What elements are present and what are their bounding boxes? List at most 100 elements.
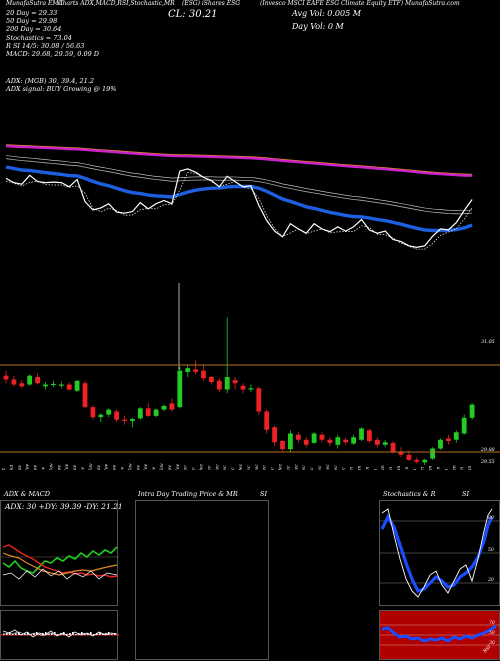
candle-body: [438, 439, 443, 449]
stochastic-panel: 80 50 20: [379, 500, 500, 606]
candle-body: [406, 454, 412, 460]
macd-hist-bar: [45, 632, 47, 635]
date-tick-label: 25 Wed Jan: [467, 466, 473, 470]
macd-hist-bar: [51, 633, 53, 635]
date-tick-label: 10 Tue Jan: [388, 467, 394, 470]
date-tick-label: 23 Wed Nov: [143, 463, 149, 470]
candle-body: [201, 370, 206, 379]
candle-body: [11, 379, 17, 385]
date-tick-label: 04 Wed Jan: [357, 466, 363, 470]
candle-body: [122, 419, 127, 421]
date-tick-label: 09 Wed Nov: [64, 463, 70, 470]
ema-200-day: 200 Day = 30.64: [6, 25, 62, 34]
candle-body: [177, 370, 183, 408]
date-axis: 30 Fri Oct31 Mon Oct01 Tue Nov02 Wed Nov…: [1, 463, 473, 470]
date-tick-label: 31 Mon Oct: [9, 464, 15, 470]
date-tick-label: 09 Mon Jan: [380, 465, 386, 470]
intraday-panel: [135, 500, 269, 660]
date-tick-label: 07 Wed Dec: [214, 464, 220, 470]
stochastics-value: Stochastics = 73.04: [6, 33, 72, 42]
date-tick-label: 21 Mon Nov: [127, 463, 133, 470]
ema-50-upper-line: [5, 155, 473, 212]
date-tick-label: 30 Fri Oct: [1, 468, 7, 470]
header-indicators-label: SI,Stochastic,MR: [122, 0, 175, 7]
candle-body: [343, 439, 349, 443]
macd-hist-bar: [90, 632, 92, 635]
candle-body: [3, 375, 9, 380]
header-ticker-label: (ESG) iShares ESG: [182, 0, 241, 7]
main-price-chart: 31.05 29.88 29.55 30 Fri Oct31 Mon Oct01…: [0, 144, 500, 470]
rsi-tick-30: 30: [489, 640, 495, 646]
date-tick-label: 30 Fri Dec: [341, 467, 347, 470]
date-tick-label: 01 Thu Dec: [183, 465, 189, 470]
rsi-label: RSI: [481, 644, 492, 655]
date-tick-label: 15 Thu Dec: [262, 465, 268, 470]
ema-magenta-line: [5, 144, 473, 177]
candle-body: [58, 384, 64, 386]
adx-panel-values: ADX: 30 +DY: 39.39 -DY: 21.21: [5, 502, 123, 511]
macd-hist-bar: [15, 633, 17, 635]
macd-hist-bar: [69, 633, 71, 635]
candle-body: [193, 369, 198, 372]
date-tick-label: 14 Mon Nov: [88, 463, 94, 470]
candle-body: [374, 439, 380, 445]
candle-body: [335, 437, 341, 445]
candle-body: [145, 408, 151, 416]
candles-group: [3, 317, 475, 465]
date-tick-label: 30 Wed Nov: [175, 463, 181, 470]
candle-body: [461, 417, 467, 434]
date-tick-label: 12 Mon Dec: [238, 463, 244, 470]
candle-body: [114, 411, 119, 420]
adx-white-line: [2, 568, 118, 580]
candle-body: [224, 376, 230, 390]
candle-body: [19, 383, 25, 387]
candle-body: [398, 452, 404, 455]
macd-hist-bar: [102, 634, 104, 635]
candle-body: [106, 409, 112, 415]
macd-hist-bar: [99, 632, 101, 635]
stoch-tick-50: 50: [488, 547, 494, 553]
date-tick-label: 24 Tue Jan: [459, 467, 465, 470]
macd-hist-bar: [12, 634, 14, 635]
macd-panel: [0, 610, 119, 660]
candle-body: [35, 376, 40, 384]
adx-panel-title: ADX & MACD: [4, 490, 50, 498]
candle-body: [130, 419, 135, 421]
candle-body: [311, 433, 317, 443]
day-volume: Day Vol: 0 M: [292, 22, 344, 31]
candle-body: [382, 442, 388, 445]
signal-dotted-line: [5, 172, 473, 250]
candle-body: [280, 441, 285, 450]
adx-plus-di-line: [2, 546, 118, 574]
candle-body: [446, 438, 451, 442]
candle-body: [185, 368, 191, 372]
date-tick-label: 02 Wed Nov: [25, 463, 31, 470]
candle-body: [430, 448, 435, 459]
date-tick-label: 23 Mon Jan: [451, 465, 457, 470]
candle-body: [303, 439, 309, 445]
candle-body: [137, 408, 143, 419]
candle-body: [295, 434, 301, 440]
candle-body: [351, 437, 356, 444]
ema-info-block: 20 Day = 29.33 50 Day = 29.98 200 Day = …: [6, 9, 99, 58]
candle-body: [414, 459, 420, 462]
date-tick-label: 18 Wed Jan: [428, 466, 434, 470]
header-charts-label: Charts ADX,MACD,R: [58, 0, 122, 7]
ema-50-line: [5, 158, 473, 215]
date-tick-label: 16 Fri Dec: [270, 467, 276, 470]
candle-body: [232, 380, 238, 384]
macd-value: MACD: 29.68, 29.59, 0.09 D: [6, 50, 100, 59]
close-price: CL: 30.21: [168, 9, 218, 20]
stoch-panel-title: Stochastics & R: [383, 490, 436, 498]
date-tick-label: 09 Fri Dec: [230, 467, 236, 470]
candle-body: [66, 384, 72, 390]
date-tick-label: 03 Tue Jan: [349, 467, 355, 470]
rsi-value: R SI 14/5: 30.08 / 56.63: [6, 41, 85, 50]
macd-hist-bar: [9, 632, 11, 635]
date-tick-label: 25 Fri Nov: [151, 467, 157, 470]
date-tick-label: 21 Wed Dec: [293, 464, 299, 470]
candle-body: [359, 428, 364, 440]
candle-body: [90, 407, 96, 418]
macd-hist-bar: [6, 633, 8, 635]
date-tick-label: 11 Fri Nov: [80, 467, 86, 470]
